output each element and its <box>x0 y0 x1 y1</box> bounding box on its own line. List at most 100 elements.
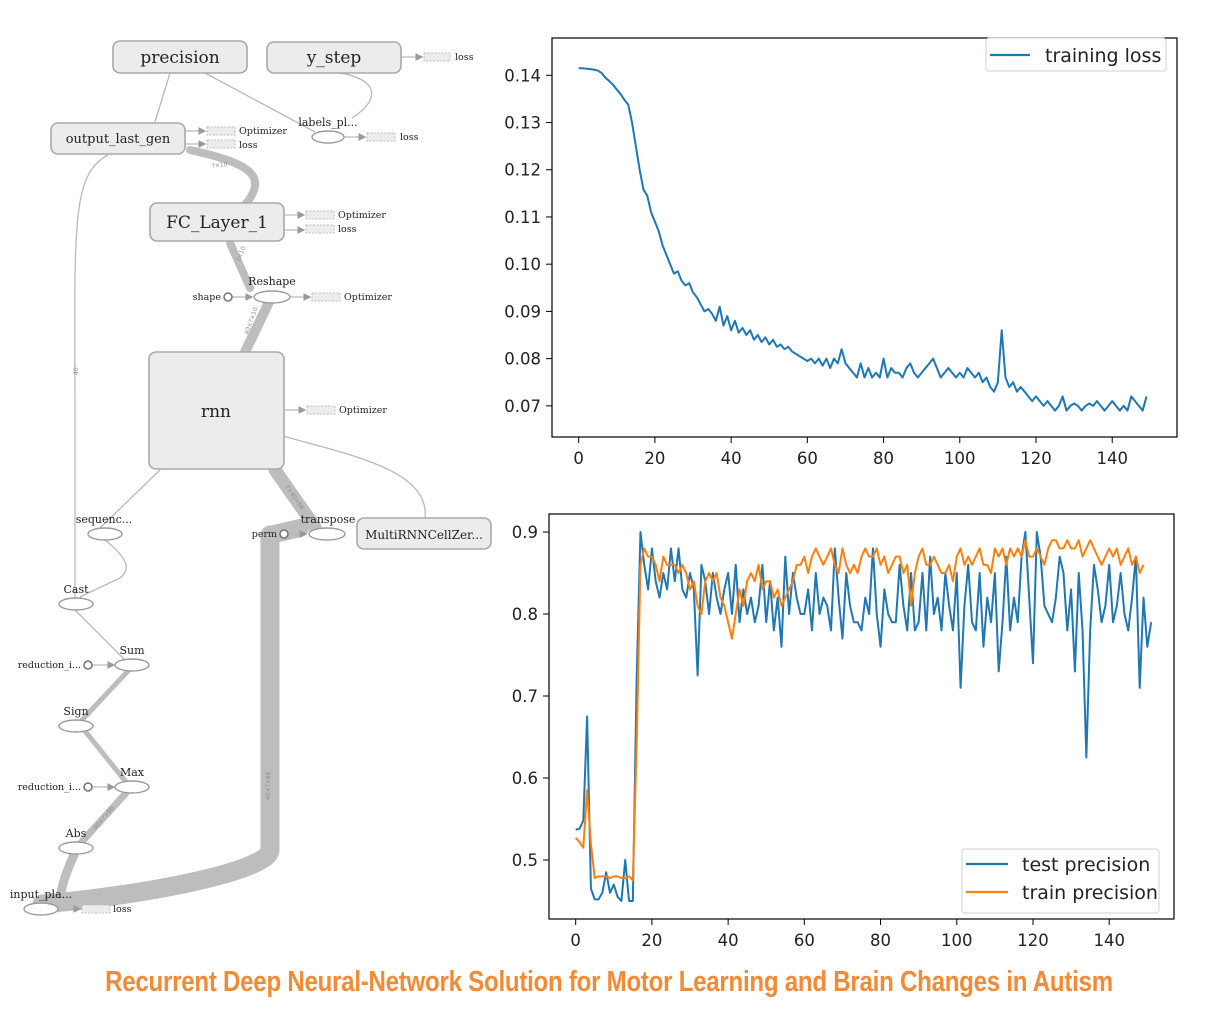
node-labels-pl-label: labels_pl... <box>298 116 357 129</box>
const-reduction-sum[interactable]: reduction_i... <box>18 660 93 671</box>
const-reduction-sum-label: reduction_i... <box>18 660 81 671</box>
aux-y-step-loss: loss <box>423 52 474 63</box>
x-tick-label: 60 <box>794 931 815 950</box>
x-tick-label: 20 <box>641 931 662 950</box>
aux-label: loss <box>455 52 474 63</box>
thin-edges <box>58 53 426 913</box>
aux-rnn-optimizer: Optimizer <box>306 405 387 416</box>
x-tick-label: 140 <box>1093 931 1125 950</box>
node-y-step-label: y_step <box>306 48 362 68</box>
y-tick-label: 0.07 <box>504 397 541 416</box>
aux-label: loss <box>113 904 132 915</box>
x-tick-label: 80 <box>870 931 891 950</box>
aux-input-loss: loss <box>81 904 132 915</box>
node-fc-layer-label: FC_Layer_1 <box>166 213 268 233</box>
y-tick-label: 0.10 <box>504 255 541 274</box>
y-tick-label: 0.13 <box>504 114 541 133</box>
node-labels-pl[interactable]: labels_pl... <box>298 116 358 144</box>
node-rnn[interactable]: rnn <box>148 351 285 470</box>
x-tick-label: 120 <box>1017 931 1049 950</box>
node-fc-layer[interactable]: FC_Layer_1 <box>149 202 285 242</box>
aux-output-loss: loss <box>206 139 258 151</box>
aux-label: loss <box>338 224 357 235</box>
node-multirnn[interactable]: MultiRNNCellZer... <box>356 517 492 550</box>
loss-axes-frame <box>551 37 1178 438</box>
x-tick-label: 80 <box>873 449 894 468</box>
series-line-1 <box>574 539 1145 882</box>
precision-legend: test precision train precision <box>961 848 1160 914</box>
const-shape[interactable]: shape <box>193 292 233 303</box>
node-precision-label: precision <box>140 48 219 68</box>
thick-edges <box>32 146 322 914</box>
const-perm[interactable]: perm <box>252 529 289 540</box>
series-line-0 <box>578 67 1148 412</box>
svg-text:?×10: ?×10 <box>235 245 247 262</box>
y-tick-label: 0.09 <box>504 302 541 321</box>
node-reshape-label: Reshape <box>248 275 296 288</box>
loss-legend-label: training loss <box>1045 45 1161 67</box>
node-abs[interactable]: Abs <box>58 827 94 855</box>
node-sum-label: Sum <box>119 644 145 657</box>
y-tick-label: 0.08 <box>504 350 541 369</box>
y-tick-label: 0.12 <box>504 161 541 180</box>
node-multirnn-label: MultiRNNCellZer... <box>365 528 483 542</box>
y-tick-label: 0.8 <box>512 605 538 624</box>
node-cast-label: Cast <box>63 583 89 596</box>
aux-labels-loss: loss <box>366 132 419 143</box>
aux-output-optimizer: Optimizer <box>206 126 287 137</box>
x-tick-label: 0 <box>570 931 581 950</box>
node-y-step[interactable]: y_step <box>266 41 402 74</box>
y-tick-label: 0.5 <box>512 851 538 870</box>
aux-fc-optimizer: Optimizer <box>305 210 386 221</box>
precision-chart: 0 20 40 60 80 100 120 140 0.5 0.6 0.7 0.8 0.9 test p… <box>512 513 1175 950</box>
x-tick-label: 100 <box>941 931 973 950</box>
x-tick-label: 20 <box>644 449 665 468</box>
node-max-label: Max <box>120 766 145 779</box>
aux-reshape-optimizer: Optimizer <box>311 292 392 303</box>
y-tick-label: 0.7 <box>512 687 538 706</box>
aux-fc-loss: loss <box>305 224 357 235</box>
x-tick-label: 140 <box>1096 449 1128 468</box>
node-sequence-label: sequenc... <box>76 513 133 526</box>
svg-text:40×?×66: 40×?×66 <box>265 771 272 800</box>
node-precision[interactable]: precision <box>112 40 248 74</box>
node-sum[interactable]: Sum <box>114 644 150 672</box>
y-tick-label: 0.6 <box>512 769 538 788</box>
y-tick-label: 0.14 <box>504 66 541 85</box>
node-reshape[interactable]: Reshape <box>248 275 296 304</box>
tensorboard-graph: ?×10 ?×10 40×?×10 40×?×66 ?×40×66 40×?×6… <box>10 40 492 916</box>
node-abs-label: Abs <box>65 827 87 840</box>
aux-label: Optimizer <box>239 126 287 137</box>
x-tick-label: 100 <box>944 449 976 468</box>
aux-label: Optimizer <box>344 292 392 303</box>
node-sign-label: Sign <box>63 705 88 718</box>
aux-label: Optimizer <box>339 405 387 416</box>
y-tick-label: 0.9 <box>512 523 538 542</box>
precision-axes-frame <box>548 513 1175 920</box>
x-tick-label: 120 <box>1020 449 1052 468</box>
x-tick-label: 40 <box>721 449 742 468</box>
precision-legend-box <box>961 848 1160 914</box>
node-max[interactable]: Max <box>114 766 150 794</box>
node-output-last-gen-label: output_last_gen <box>66 132 171 147</box>
training-loss-chart: 0 20 40 60 80 100 120 140 0.07 0.08 0.09 0.10 0.11 0.… <box>504 37 1178 468</box>
const-perm-label: perm <box>252 529 277 540</box>
const-reduction-max-label: reduction_i... <box>18 782 81 793</box>
svg-text:40: 40 <box>73 367 80 375</box>
node-input-pla[interactable]: input_pla... <box>10 888 72 916</box>
precision-legend-label-train: train precision <box>1022 882 1158 904</box>
node-input-pla-label: input_pla... <box>10 888 72 901</box>
loss-legend-box <box>985 37 1167 72</box>
aux-label: loss <box>400 132 419 143</box>
node-sign[interactable]: Sign <box>58 705 94 733</box>
aux-label: loss <box>239 140 258 151</box>
node-transpose[interactable]: transpose <box>301 513 356 541</box>
node-output-last-gen[interactable]: output_last_gen <box>50 122 186 155</box>
node-sequence[interactable]: sequenc... <box>76 513 133 541</box>
precision-legend-label-test: test precision <box>1022 854 1150 876</box>
node-cast[interactable]: Cast <box>58 583 94 611</box>
figure-caption: Recurrent Deep Neural-Network Solution f… <box>105 966 1113 998</box>
const-reduction-max[interactable]: reduction_i... <box>18 782 93 793</box>
x-tick-label: 40 <box>718 931 739 950</box>
loss-legend: training loss <box>985 37 1167 72</box>
